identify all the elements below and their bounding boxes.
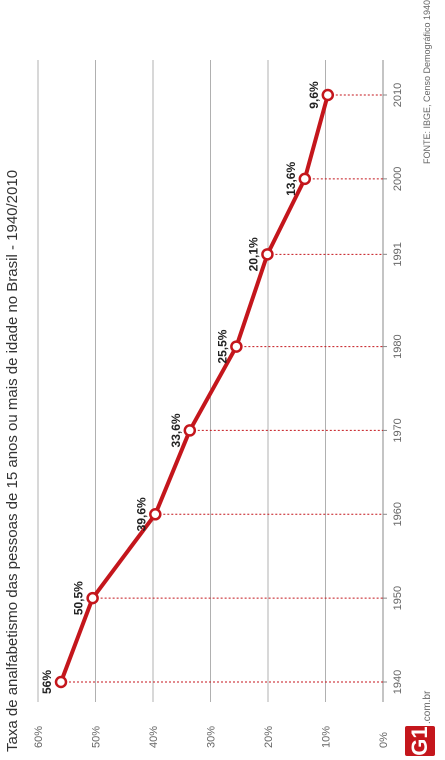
data-point — [54, 675, 68, 689]
y-tick-label: 60% — [33, 726, 45, 748]
data-label: 56% — [40, 670, 54, 694]
x-tick-label: 1991 — [392, 242, 404, 266]
data-point — [261, 248, 274, 261]
logo-mark: G1 — [405, 726, 435, 756]
y-tick-label: 40% — [148, 726, 160, 748]
data-point — [149, 508, 162, 521]
drop-lines — [61, 94, 383, 683]
data-label: 50,5% — [72, 581, 86, 615]
x-tick-label: 1960 — [392, 502, 404, 526]
series-layer — [54, 88, 335, 689]
data-label: 9,6% — [307, 81, 321, 109]
data-label: 20,1% — [246, 237, 260, 271]
x-tick-label: 1970 — [392, 418, 404, 442]
x-tick-label: 1950 — [392, 586, 404, 610]
data-point — [298, 172, 312, 186]
y-tick-label: 10% — [321, 726, 333, 748]
data-point — [86, 591, 99, 605]
y-tick-label: 30% — [206, 726, 218, 748]
data-label: 25,5% — [215, 329, 229, 363]
x-tick-label: 2010 — [392, 83, 404, 107]
data-point — [230, 340, 243, 353]
data-point — [183, 424, 197, 437]
x-tick-label: 1940 — [392, 670, 404, 694]
data-point — [321, 88, 335, 102]
y-tick-label: 0% — [378, 732, 390, 748]
y-tick-label: 50% — [91, 726, 103, 748]
source-note: FONTE: IBGE, Censo Demográfico 1940/2010 — [422, 0, 432, 164]
logo-text: .com.br — [422, 690, 433, 724]
g1-logo: G1 .com.br — [405, 691, 435, 756]
data-label: 39,6% — [134, 497, 148, 531]
y-tick-label: 20% — [263, 726, 275, 748]
data-label: 13,6% — [284, 162, 298, 196]
x-tick-label: 2000 — [392, 167, 404, 191]
x-tick-label: 1980 — [392, 334, 404, 358]
data-label: 33,6% — [169, 413, 183, 447]
axis-layer: 0% 10% 20% 30% 40% 50% 60% 1940 1950 1960 1970 1980… — [33, 60, 404, 748]
label-layer: 56% 50,5% 39,6% 33,6% 25,5% 20,1% 13,6% 9,6% — [40, 81, 321, 694]
series-line — [59, 94, 330, 683]
